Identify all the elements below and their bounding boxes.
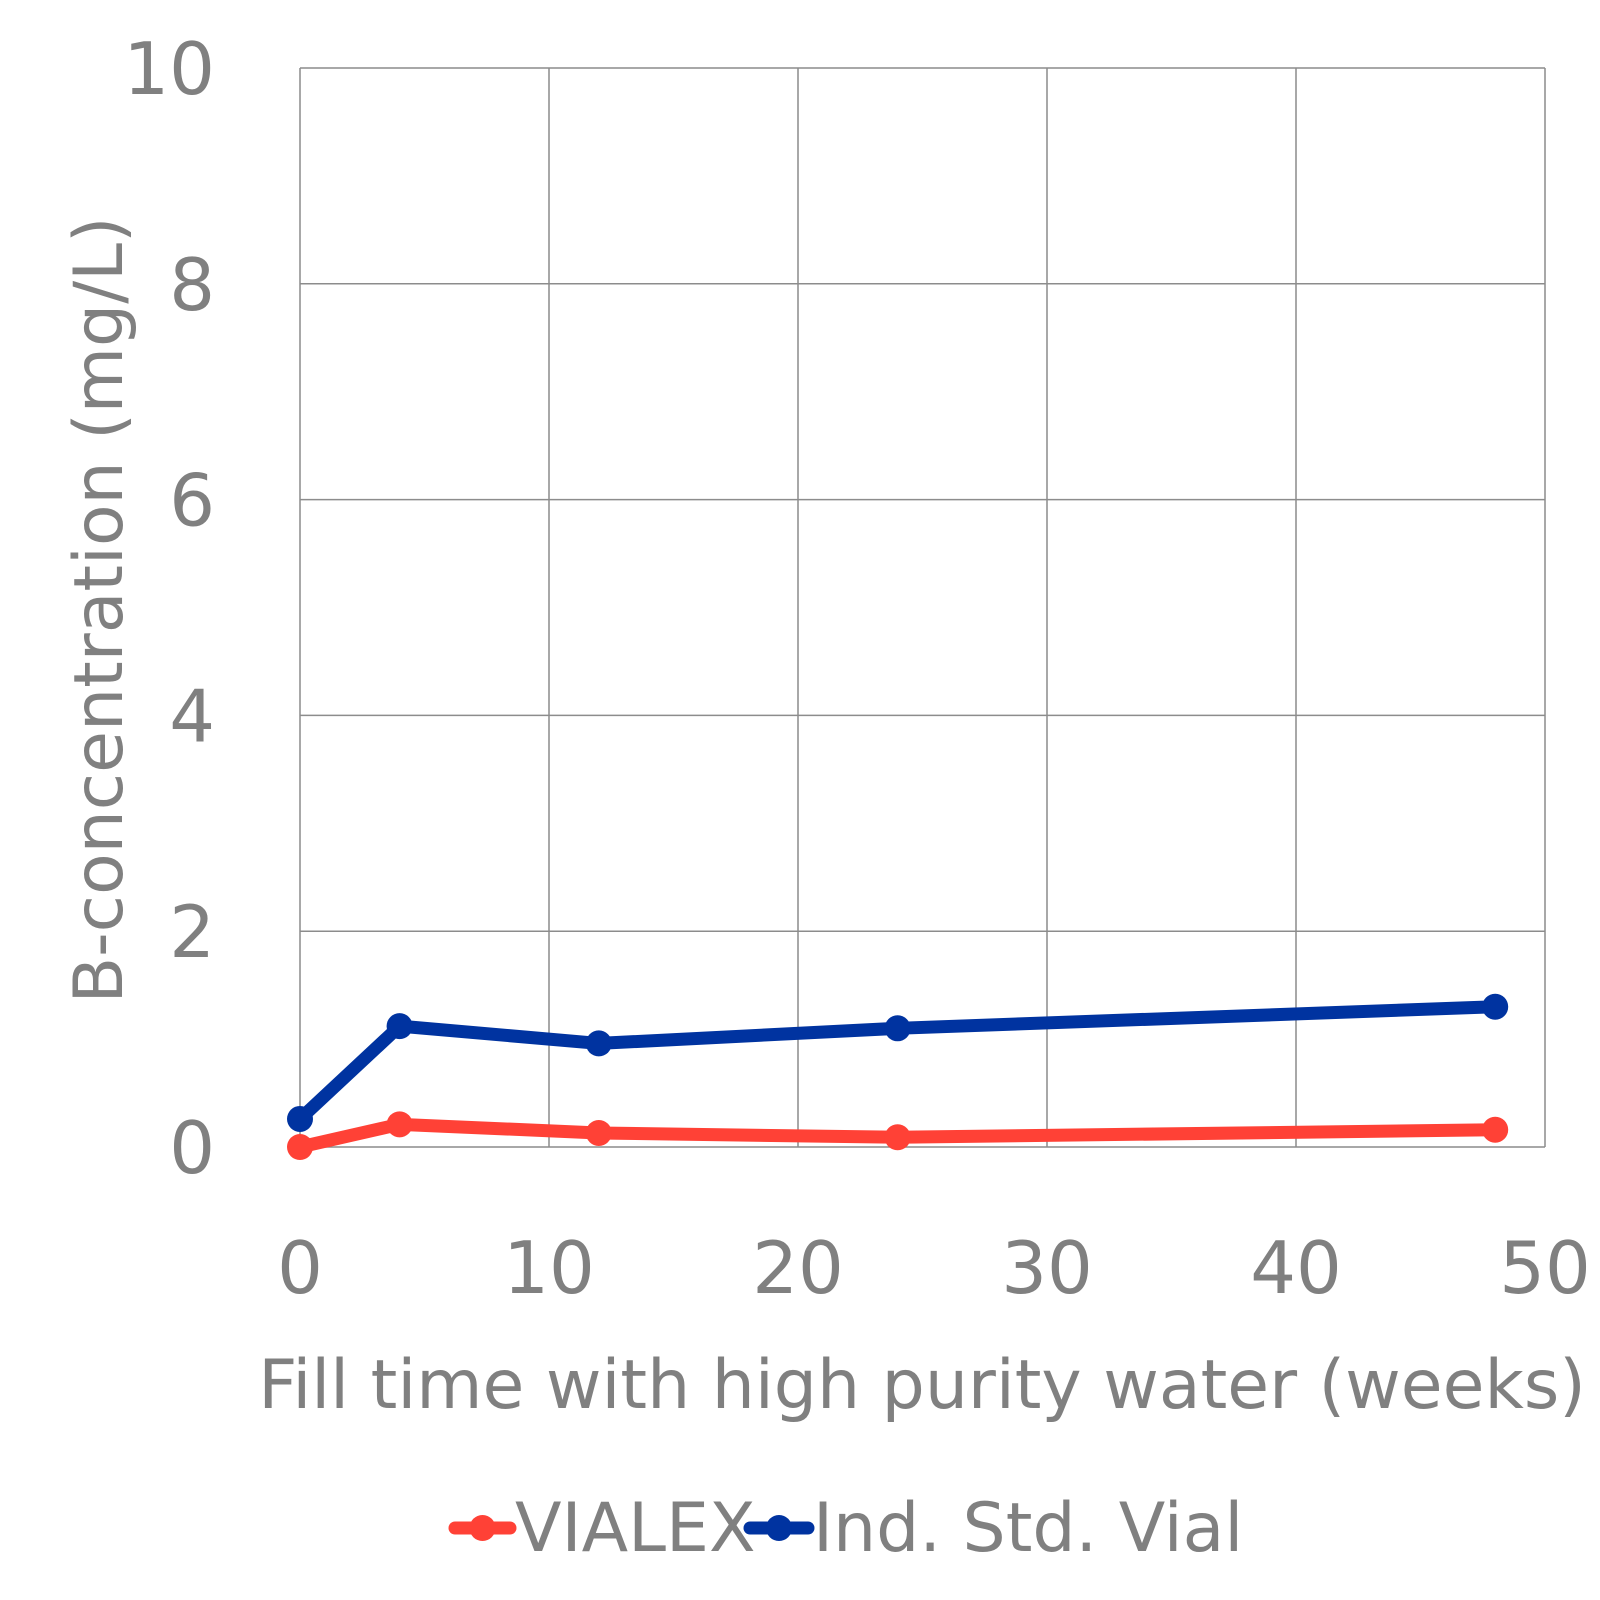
x-axis-ticks: 0 10 20 30 40 50	[277, 1226, 1591, 1310]
data-point	[585, 1030, 612, 1057]
legend-item-ind-std-vial: Ind. Std. Vial	[743, 1489, 1243, 1568]
x-tick-label: 30	[1001, 1226, 1093, 1310]
legend-label: VIALEX	[515, 1489, 756, 1568]
legend: VIALEX Ind. Std. Vial	[448, 1489, 1243, 1568]
data-point	[386, 1013, 413, 1040]
y-tick-label: 4	[169, 674, 215, 758]
legend-swatch-marker	[469, 1515, 496, 1541]
series-lines	[287, 993, 1509, 1160]
legend-label: Ind. Std. Vial	[813, 1489, 1243, 1568]
data-point	[1482, 1116, 1509, 1143]
series-ind-std-vial	[287, 993, 1509, 1132]
y-tick-label: 0	[169, 1106, 215, 1190]
y-tick-label: 10	[123, 27, 215, 111]
data-point	[884, 1015, 911, 1042]
x-tick-label: 0	[277, 1226, 323, 1310]
y-tick-label: 6	[169, 459, 215, 543]
y-axis-ticks: 0 2 4 6 8 10	[123, 27, 215, 1190]
data-point	[1482, 993, 1509, 1020]
data-point	[287, 1134, 313, 1160]
x-tick-label: 10	[503, 1226, 595, 1310]
x-tick-label: 20	[752, 1226, 844, 1310]
x-tick-label: 50	[1499, 1226, 1591, 1310]
legend-swatch-marker	[766, 1515, 792, 1541]
x-tick-label: 40	[1250, 1226, 1342, 1310]
y-tick-label: 8	[169, 243, 215, 327]
data-point	[386, 1111, 413, 1138]
y-tick-label: 2	[169, 890, 215, 974]
grid	[299, 67, 1546, 1148]
data-point	[884, 1124, 911, 1151]
data-point	[585, 1119, 612, 1146]
y-axis-title: B-concentration (mg/L)	[60, 216, 139, 1003]
data-point	[287, 1105, 313, 1132]
legend-item-vialex: VIALEX	[448, 1489, 756, 1568]
series-vialex	[287, 1111, 1509, 1160]
x-axis-title: Fill time with high purity water (weeks)	[258, 1346, 1586, 1425]
